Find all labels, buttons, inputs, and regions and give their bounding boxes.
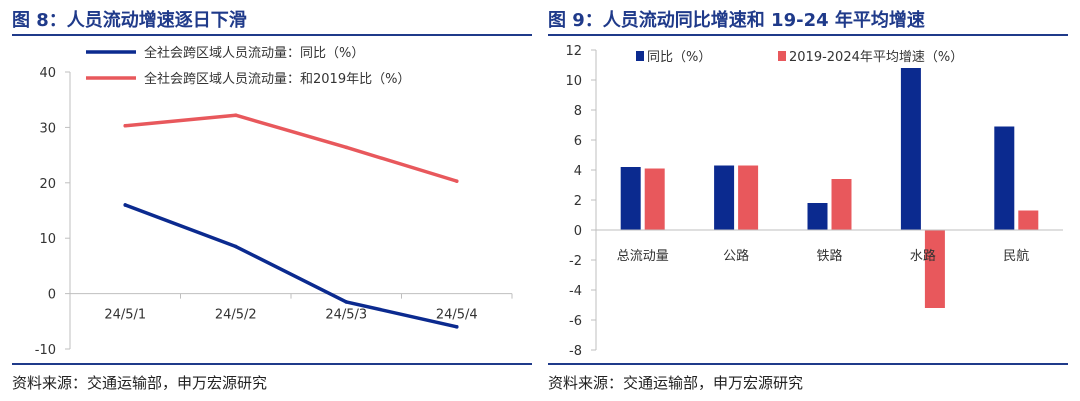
- bar-series-1: [807, 203, 828, 230]
- bar-series-2: [738, 165, 759, 230]
- x-tick-label: 铁路: [816, 248, 842, 264]
- figure-9-source: 资料来源：交通运输部，申万宏源研究: [548, 374, 804, 392]
- y-tick-label: 30: [39, 121, 56, 136]
- series-line-1: [123, 203, 459, 329]
- y-tick-label: 6: [574, 134, 582, 149]
- data-point-1: [233, 244, 238, 249]
- figure-9-title: 图 9：人员流动同比增速和 19-24 年平均增速: [548, 10, 925, 31]
- source-rule: [548, 363, 1068, 365]
- y-tick-label: 10: [565, 74, 582, 89]
- y-tick-label: 40: [39, 66, 56, 81]
- bar-series-1: [714, 165, 735, 230]
- legend-swatch-2: [778, 51, 786, 61]
- y-tick-label: -8: [569, 344, 582, 359]
- legend-label-2: 全社会跨区域人员流动量：和2019年比（%）: [144, 71, 410, 87]
- y-tick-label: 0: [48, 288, 56, 303]
- figure-8-source: 资料来源：交通运输部，申万宏源研究: [12, 374, 268, 392]
- y-tick-label: -6: [569, 314, 582, 329]
- y-tick-label: -2: [569, 254, 582, 269]
- bar-series-2: [831, 179, 852, 230]
- figure-8-title: 图 8：人员流动增速逐日下滑: [12, 10, 247, 31]
- x-tick-label: 24/5/2: [215, 308, 257, 323]
- figure-9-panel: 图 9：人员流动同比增速和 19-24 年平均增速 -8 -6 -4 -2 0 2 4 6 8 1…: [548, 0, 1068, 401]
- x-tick-label: 总流动量: [617, 249, 669, 264]
- data-point-1: [454, 325, 459, 329]
- data-point-2: [454, 179, 459, 183]
- x-tick-label: 24/5/1: [104, 308, 146, 323]
- x-tick-label: 水路: [910, 248, 936, 264]
- legend-swatch-1: [636, 51, 644, 61]
- x-tick-label: 24/5/4: [436, 308, 478, 323]
- data-point-2: [233, 113, 238, 118]
- bar-series-2: [1018, 210, 1039, 230]
- bar-series-2: [924, 230, 945, 308]
- y-tick-label: 8: [574, 104, 582, 119]
- x-tick-label: 公路: [723, 248, 749, 264]
- data-point-1: [344, 300, 349, 304]
- legend-label-1: 全社会跨区域人员流动量：同比（%）: [144, 45, 364, 61]
- data-point-2: [344, 145, 349, 150]
- legend-label-1: 同比（%）: [647, 50, 711, 65]
- data-point-2: [123, 123, 128, 128]
- bar-series-1: [994, 126, 1015, 230]
- source-rule: [12, 363, 532, 365]
- bar-series-2: [644, 168, 665, 230]
- x-tick-label: 民航: [1003, 248, 1029, 264]
- legend-label-2: 2019-2024年平均增速（%）: [789, 50, 963, 65]
- bar-series-1: [900, 68, 921, 230]
- y-tick-label: 12: [565, 44, 582, 59]
- bar-chart: -8 -6 -4 -2 0 2 4 6 8 10 12 总流动量 公路 铁路 水路 民航 同比（%） 2019-2…: [565, 44, 1063, 359]
- y-tick-label: 20: [39, 177, 56, 192]
- y-tick-label: 10: [39, 232, 56, 247]
- y-tick-label: -4: [569, 284, 582, 299]
- series-line-2: [123, 113, 459, 183]
- y-tick-label: 0: [574, 224, 582, 239]
- title-rule: [12, 34, 532, 36]
- y-tick-label: -10: [35, 343, 56, 358]
- y-tick-label: 2: [574, 194, 582, 209]
- x-tick-label: 24/5/3: [325, 308, 367, 323]
- figure-8-panel: 图 8：人员流动增速逐日下滑 -10 0 10 20 30 40 24/5/1 24/5/2 2…: [12, 0, 532, 401]
- line-chart: -10 0 10 20 30 40 24/5/1 24/5/2 24/5/3 24/5/4 全社会跨…: [35, 45, 513, 358]
- title-rule: [548, 34, 1068, 36]
- data-point-1: [123, 203, 128, 207]
- y-tick-label: 4: [574, 164, 582, 179]
- bar-series-1: [620, 167, 641, 230]
